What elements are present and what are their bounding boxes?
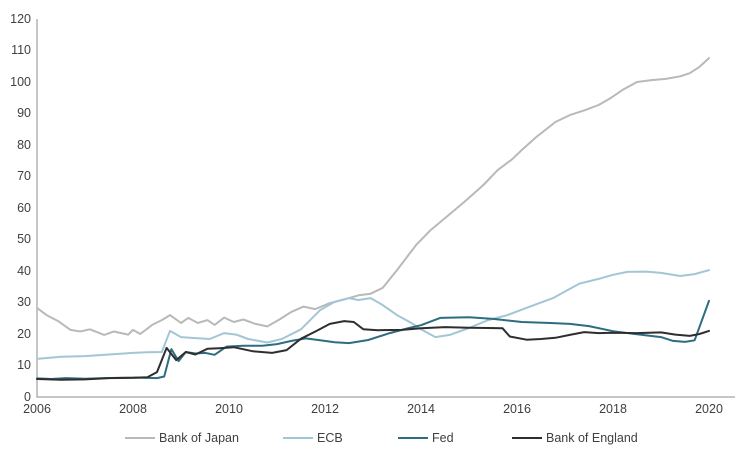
y-tick-label: 100 bbox=[10, 74, 31, 89]
x-tick-label: 2020 bbox=[695, 402, 723, 416]
x-tick-label: 2012 bbox=[311, 402, 339, 416]
y-tick-label: 50 bbox=[17, 232, 31, 246]
y-tick-label: 70 bbox=[17, 169, 31, 183]
y-tick-label: 90 bbox=[17, 106, 31, 120]
y-tick-label: 80 bbox=[17, 137, 31, 152]
series-line-ecb bbox=[36, 269, 710, 360]
legend-label: Bank of Japan bbox=[159, 430, 239, 445]
series-line-fed bbox=[36, 299, 710, 380]
legend-label: ECB bbox=[317, 430, 343, 445]
legend-label: Bank of England bbox=[546, 430, 638, 445]
x-tick-label: 2008 bbox=[119, 402, 147, 416]
y-tick-label: 110 bbox=[11, 43, 31, 57]
y-tick-label: 60 bbox=[17, 200, 31, 215]
legend-line-swatch-bank-of-japan bbox=[125, 436, 155, 439]
legend-item-fed: Fed bbox=[398, 430, 454, 445]
y-tick-label: 10 bbox=[17, 358, 31, 372]
x-tick-label: 2010 bbox=[215, 402, 243, 416]
y-tick-label: 120 bbox=[10, 11, 31, 26]
legend-item-bank-of-england: Bank of England bbox=[512, 430, 638, 445]
x-tick-label: 2006 bbox=[23, 402, 51, 416]
y-tick-label: 0 bbox=[24, 389, 31, 404]
legend-label: Fed bbox=[432, 430, 454, 445]
y-tick-label: 40 bbox=[17, 263, 31, 278]
legend-line-swatch-fed bbox=[398, 436, 428, 439]
x-tick-label: 2014 bbox=[407, 402, 435, 416]
legend-item-ecb: ECB bbox=[283, 430, 343, 445]
x-tick-label: 2018 bbox=[599, 402, 627, 416]
y-tick-label: 30 bbox=[17, 295, 31, 309]
x-tick-label: 2016 bbox=[503, 402, 531, 416]
legend-line-swatch-ecb bbox=[283, 436, 313, 439]
series-line-bank-of-england bbox=[36, 320, 710, 381]
legend-line-swatch-bank-of-england bbox=[512, 436, 542, 439]
y-tick-label: 20 bbox=[17, 326, 31, 341]
legend-item-bank-of-japan: Bank of Japan bbox=[125, 430, 239, 445]
series-line-bank-of-japan bbox=[36, 57, 710, 336]
